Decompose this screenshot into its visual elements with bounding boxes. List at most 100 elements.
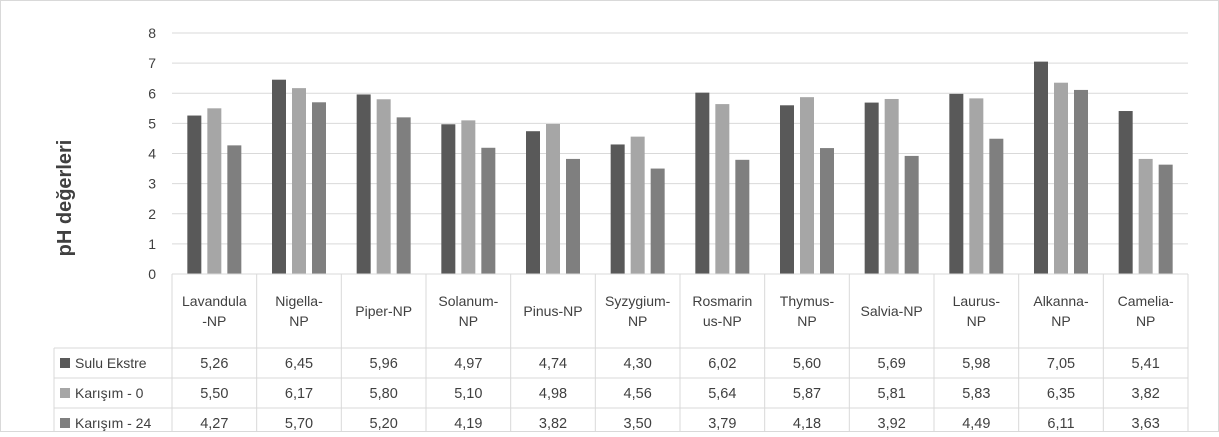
bar-kar-m-24-piper-np [396, 117, 411, 274]
data-label-sulu-ekstre-salvia-np: 5,69 [878, 356, 906, 372]
bar-sulu-ekstre-syzygium-np [610, 144, 625, 274]
bar-kar-m-0-lavandula-np [207, 108, 222, 274]
data-label-kar-m-0-syzygium-np: 4,56 [624, 386, 652, 402]
y-tick-label: 8 [148, 25, 156, 41]
data-label-kar-m-24-camelia-np: 3,63 [1132, 416, 1160, 432]
legend-key-kar-m-24 [60, 418, 70, 428]
data-label-kar-m-24-laurus-np: 4,49 [962, 416, 990, 432]
category-label-laurus-np: Laurus-NP [953, 293, 1001, 329]
data-label-sulu-ekstre-syzygium-np: 4,30 [624, 356, 652, 372]
bar-sulu-ekstre-rosmarinus-np [695, 92, 710, 275]
y-tick-label: 0 [148, 266, 156, 282]
category-label-solanum-np: Solanum-NP [438, 293, 498, 329]
data-label-kar-m-0-thymus-np: 5,87 [793, 386, 821, 402]
bar-kar-m-0-piper-np [376, 99, 391, 275]
data-label-kar-m-24-alkanna-np: 6,11 [1047, 416, 1074, 432]
data-label-kar-m-0-pinus-np: 4,98 [539, 386, 567, 402]
bar-kar-m-0-rosmarinus-np [715, 104, 730, 274]
data-label-kar-m-0-nigella-np: 6,17 [285, 386, 313, 402]
y-tick-label: 5 [148, 115, 156, 131]
data-label-sulu-ekstre-nigella-np: 6,45 [285, 356, 313, 372]
data-label-kar-m-0-piper-np: 5,80 [370, 386, 398, 402]
bar-kar-m-0-salvia-np [884, 98, 899, 274]
data-label-kar-m-24-piper-np: 5,20 [370, 416, 398, 432]
data-label-kar-m-24-syzygium-np: 3,50 [624, 416, 652, 432]
data-label-kar-m-24-thymus-np: 4,18 [793, 416, 821, 432]
category-label-rosmarinus-np: Rosmarin us-NP [692, 293, 752, 329]
category-label-nigella-np: Nigella-NP [275, 293, 323, 329]
data-table: Lavandula -NP Nigella-NP Piper-NP Solanum-NP… [53, 273, 1189, 437]
data-label-kar-m-24-rosmarinus-np: 3,79 [708, 416, 736, 432]
category-label-lavandula-np: Lavandula -NP [182, 293, 247, 329]
data-label-kar-m-0-lavandula-np: 5,50 [200, 386, 228, 402]
data-label-kar-m-0-salvia-np: 5,81 [878, 386, 906, 402]
bar-sulu-ekstre-laurus-np [949, 93, 964, 274]
bar-kar-m-24-laurus-np [989, 138, 1004, 274]
bar-kar-m-0-camelia-np [1138, 158, 1153, 274]
category-label-thymus-np: Thymus-NP [780, 293, 835, 329]
category-label-alkanna-np: Alkanna-NP [1033, 293, 1089, 329]
category-label-piper-np: Piper-NP [355, 303, 412, 319]
bar-kar-m-24-solanum-np [481, 147, 496, 274]
data-label-sulu-ekstre-solanum-np: 4,97 [454, 356, 482, 372]
bar-sulu-ekstre-alkanna-np [1034, 61, 1048, 275]
bar-sulu-ekstre-piper-np [356, 94, 371, 274]
bar-kar-m-0-thymus-np [800, 97, 814, 274]
data-label-sulu-ekstre-lavandula-np: 5,26 [200, 356, 228, 372]
data-label-kar-m-0-solanum-np: 5,10 [454, 386, 482, 402]
category-label-camelia-np: Camelia-NP [1118, 293, 1174, 329]
y-tick-label: 3 [148, 176, 156, 192]
data-label-kar-m-24-lavandula-np: 4,27 [200, 416, 228, 432]
data-label-kar-m-24-salvia-np: 3,92 [878, 416, 906, 432]
legend-label-kar-m-0: Karışım - 0 [75, 385, 144, 401]
legend-key-sulu-ekstre [60, 358, 70, 368]
y-tick-label: 6 [148, 85, 156, 101]
category-label-pinus-np: Pinus-NP [523, 303, 582, 319]
legend-label-sulu-ekstre: Sulu Ekstre [75, 355, 147, 371]
y-tick-label: 7 [148, 55, 156, 71]
bar-kar-m-0-solanum-np [461, 120, 476, 274]
data-label-sulu-ekstre-pinus-np: 4,74 [539, 356, 567, 372]
bar-kar-m-0-alkanna-np [1054, 82, 1068, 274]
y-tick-label: 4 [148, 146, 156, 162]
data-label-sulu-ekstre-alkanna-np: 7,05 [1047, 356, 1075, 372]
bar-kar-m-0-syzygium-np [630, 136, 645, 274]
y-axis-title: pH değerleri [54, 140, 76, 257]
y-tick-label: 2 [148, 206, 156, 222]
data-label-kar-m-24-nigella-np: 5,70 [285, 416, 313, 432]
bar-sulu-ekstre-salvia-np [864, 102, 879, 275]
bar-kar-m-24-camelia-np [1158, 164, 1173, 274]
bar-kar-m-0-pinus-np [546, 123, 560, 274]
bar-kar-m-24-pinus-np [566, 158, 580, 274]
bar-sulu-ekstre-lavandula-np [187, 115, 202, 274]
y-axis-ticks: 0 1 2 3 4 5 6 7 8 [148, 25, 156, 282]
bar-sulu-ekstre-camelia-np [1118, 111, 1133, 275]
legend-key-kar-m-0 [60, 388, 70, 398]
gridlines [172, 32, 1188, 245]
bar-kar-m-0-laurus-np [969, 98, 984, 274]
bar-kar-m-24-lavandula-np [227, 145, 242, 274]
data-label-sulu-ekstre-thymus-np: 5,60 [793, 356, 821, 372]
data-label-kar-m-0-rosmarinus-np: 5,64 [708, 386, 736, 402]
bar-kar-m-24-alkanna-np [1074, 89, 1088, 274]
bar-sulu-ekstre-thymus-np [780, 105, 794, 274]
bar-kar-m-24-salvia-np [904, 155, 919, 274]
data-label-sulu-ekstre-piper-np: 5,96 [370, 356, 398, 372]
bar-kar-m-0-nigella-np [292, 88, 306, 274]
bar-kar-m-24-rosmarinus-np [735, 159, 750, 274]
bar-sulu-ekstre-pinus-np [526, 131, 540, 274]
data-label-sulu-ekstre-camelia-np: 5,41 [1132, 356, 1160, 372]
bar-sulu-ekstre-solanum-np [441, 124, 456, 274]
y-tick-label: 1 [148, 236, 156, 252]
bar-kar-m-24-syzygium-np [650, 168, 665, 274]
data-label-sulu-ekstre-laurus-np: 5,98 [962, 356, 990, 372]
bar-kar-m-24-thymus-np [820, 148, 834, 274]
bar-kar-m-24-nigella-np [312, 102, 326, 274]
data-label-kar-m-24-pinus-np: 3,82 [539, 416, 567, 432]
category-label-salvia-np: Salvia-NP [861, 303, 923, 319]
data-label-kar-m-0-laurus-np: 5,83 [962, 386, 990, 402]
data-label-kar-m-24-solanum-np: 4,19 [454, 416, 482, 432]
